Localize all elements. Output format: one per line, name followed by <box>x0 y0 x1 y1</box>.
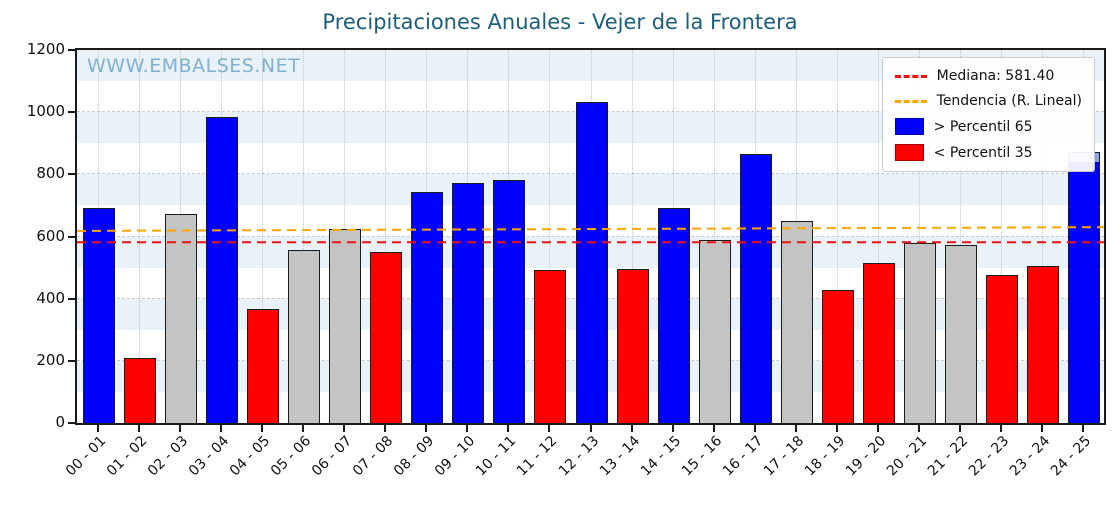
trend-line-swatch <box>894 99 927 103</box>
y-tick-mark <box>68 422 75 424</box>
legend: Mediana: 581.40 Tendencia (R. Lineal) > … <box>881 57 1095 172</box>
chart-container: Precipitaciones Anuales - Vejer de la Fr… <box>26 10 1106 480</box>
bar-17-18 <box>780 220 813 423</box>
v-gridline <box>713 50 715 423</box>
bar-09-10 <box>452 183 485 423</box>
bar-02-03 <box>164 213 197 423</box>
bar-03-04 <box>205 117 238 423</box>
y-tick-mark <box>68 173 75 176</box>
legend-label-median: Mediana: 581.40 <box>936 68 1055 84</box>
bar-04-05 <box>246 308 279 423</box>
v-gridline <box>549 50 551 423</box>
bar-20-21 <box>904 243 937 423</box>
y-tick-label: 800 <box>36 164 65 183</box>
x-tick-mark <box>507 425 510 432</box>
x-tick-mark <box>630 425 633 432</box>
bar-15-16 <box>698 240 731 423</box>
x-tick-mark <box>1082 425 1085 432</box>
chart-title: Precipitaciones Anuales - Vejer de la Fr… <box>322 10 798 34</box>
x-tick-mark <box>959 425 962 432</box>
bar-21-22 <box>945 244 978 423</box>
x-tick-mark <box>1000 425 1003 432</box>
bar-08-09 <box>411 191 444 423</box>
x-tick-mark <box>96 425 99 432</box>
plot-area: WWW.EMBALSES.NET Mediana: 581.40 Tendenc… <box>27 40 1106 479</box>
v-gridline <box>261 50 263 423</box>
y-tick-mark <box>68 235 75 238</box>
above-percentile-swatch <box>894 118 924 135</box>
x-tick-mark <box>219 425 222 432</box>
v-gridline <box>631 50 633 423</box>
x-tick-mark <box>671 425 674 432</box>
x-tick-mark <box>425 425 428 432</box>
y-tick-mark <box>68 359 75 362</box>
bar-13-14 <box>616 269 649 423</box>
x-tick-mark <box>343 425 346 432</box>
x-tick-mark <box>548 425 551 432</box>
watermark: WWW.EMBALSES.NET <box>87 55 301 77</box>
bar-19-20 <box>863 263 896 423</box>
v-gridline <box>385 50 387 423</box>
legend-label-trend: Tendencia (R. Lineal) <box>936 93 1082 109</box>
bar-00-01 <box>82 207 115 423</box>
v-gridline <box>836 50 838 423</box>
y-tick-label: 600 <box>36 226 65 245</box>
bar-22-23 <box>986 275 1019 423</box>
v-gridline <box>878 50 880 423</box>
x-tick-label: 24 - 25 <box>1048 433 1095 480</box>
y-tick-mark <box>68 49 75 51</box>
bar-24-25 <box>1068 151 1101 423</box>
v-gridline <box>302 50 304 423</box>
bar-11-12 <box>534 269 567 423</box>
legend-label-above: > Percentil 65 <box>933 118 1033 135</box>
x-tick-mark <box>1041 425 1044 432</box>
legend-item-trend: Tendencia (R. Lineal) <box>894 93 1082 109</box>
v-gridline <box>1042 50 1044 423</box>
x-tick-mark <box>589 425 592 432</box>
y-tick-label: 1200 <box>26 40 65 58</box>
x-tick-mark <box>877 425 880 432</box>
bar-07-08 <box>370 251 403 423</box>
bar-01-02 <box>123 358 156 423</box>
v-gridline <box>1001 50 1003 423</box>
bar-12-13 <box>575 101 608 423</box>
y-tick-label: 0 <box>55 413 65 431</box>
x-tick-mark <box>260 425 263 432</box>
y-tick-mark <box>68 297 75 300</box>
bar-18-19 <box>821 289 854 423</box>
x-tick-mark <box>137 425 140 432</box>
v-gridline <box>960 50 962 423</box>
bar-05-06 <box>287 249 320 423</box>
x-tick-mark <box>794 425 797 432</box>
legend-label-below: < Percentil 35 <box>933 144 1033 161</box>
legend-item-median: Mediana: 581.40 <box>894 68 1082 84</box>
x-tick-mark <box>466 425 469 432</box>
y-tick-mark <box>68 111 75 114</box>
y-tick-label: 200 <box>36 350 65 369</box>
below-percentile-swatch <box>894 144 924 161</box>
x-tick-mark <box>178 425 181 432</box>
x-tick-mark <box>918 425 921 432</box>
y-tick-label: 1000 <box>26 102 65 121</box>
bar-14-15 <box>657 207 690 423</box>
x-tick-mark <box>835 425 838 432</box>
x-tick-mark <box>753 425 756 432</box>
bar-16-17 <box>739 154 772 423</box>
bar-23-24 <box>1027 265 1060 423</box>
legend-item-below-percentile: < Percentil 35 <box>894 144 1082 161</box>
x-tick-mark <box>384 425 387 432</box>
legend-item-above-percentile: > Percentil 65 <box>894 118 1082 135</box>
bar-10-11 <box>493 180 526 423</box>
v-gridline <box>138 50 140 423</box>
x-tick-mark <box>301 425 304 432</box>
y-tick-label: 400 <box>36 288 65 307</box>
x-tick-mark <box>712 425 715 432</box>
median-line-swatch <box>894 74 927 78</box>
bar-06-07 <box>329 229 362 423</box>
v-gridline <box>919 50 921 423</box>
